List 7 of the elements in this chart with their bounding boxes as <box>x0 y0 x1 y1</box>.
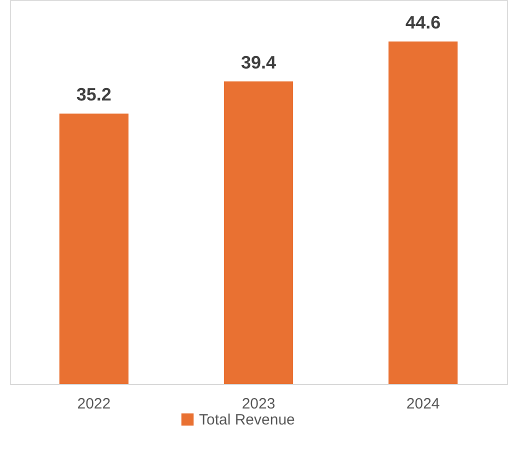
data-label: 44.6 <box>406 12 441 32</box>
legend-label: Total Revenue <box>199 412 295 428</box>
data-label: 39.4 <box>240 52 276 72</box>
x-tick-label: 2024 <box>406 396 440 412</box>
x-tick-label: 2022 <box>77 396 111 412</box>
data-label: 35.2 <box>76 84 112 105</box>
x-tick-label: 2023 <box>242 396 276 412</box>
